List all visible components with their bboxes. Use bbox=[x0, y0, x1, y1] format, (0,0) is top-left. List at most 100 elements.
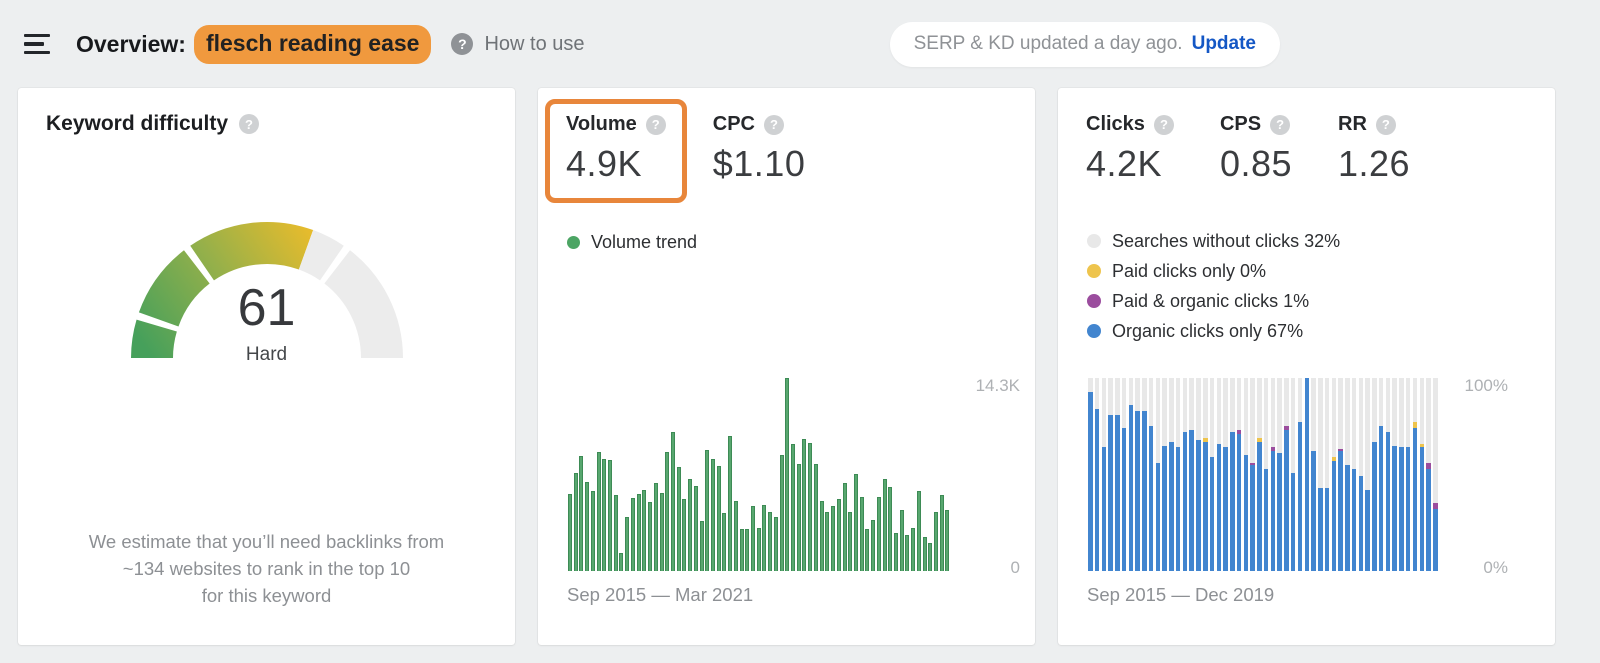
clicks-bar bbox=[1338, 378, 1343, 571]
volume-bar bbox=[579, 456, 584, 571]
kd-description: We estimate that you’ll need backlinks f… bbox=[18, 528, 515, 609]
clicks-bar bbox=[1142, 378, 1147, 571]
kd-gauge-segment bbox=[323, 250, 403, 359]
cpc-label: CPC bbox=[712, 113, 755, 135]
legend-label: Paid clicks only 0% bbox=[1112, 260, 1267, 281]
clicks-bar bbox=[1365, 378, 1370, 571]
volume-bar bbox=[596, 452, 601, 571]
clicks-bar-segment bbox=[1392, 445, 1397, 571]
clicks-bar bbox=[1257, 378, 1262, 571]
clicks-bar bbox=[1101, 378, 1107, 571]
clicks-bar-segment bbox=[1351, 468, 1357, 571]
volume-bar bbox=[636, 494, 641, 571]
clicks-bar bbox=[1196, 378, 1201, 571]
clicks-bar bbox=[1115, 378, 1120, 571]
volume-bar bbox=[905, 534, 910, 571]
clicks-bar bbox=[1284, 378, 1289, 571]
clicks-bar bbox=[1108, 378, 1113, 571]
clicks-bar-segment bbox=[1297, 422, 1303, 571]
clicks-bar-segment bbox=[1203, 437, 1208, 442]
clicks-bar bbox=[1419, 378, 1425, 571]
rr-help-icon[interactable]: ? bbox=[1375, 114, 1396, 135]
volume-bar bbox=[945, 510, 950, 571]
kd-gauge-segment bbox=[297, 230, 344, 281]
clicks-label: Clicks bbox=[1086, 113, 1145, 135]
clicks-bar-segment bbox=[1284, 430, 1289, 571]
volume-bar bbox=[728, 436, 733, 571]
cps-stat: CPS ? 0.85 bbox=[1220, 113, 1292, 185]
clicks-bar-segment bbox=[1378, 426, 1384, 571]
clicks-bar-segment bbox=[1257, 437, 1262, 442]
organic-clicks-only-dot bbox=[1087, 324, 1101, 338]
volume-bar bbox=[648, 502, 653, 571]
hamburger-menu-icon[interactable] bbox=[24, 33, 50, 55]
volume-card: Volume ? 4.9K CPC ? $1.10 Volume trend 1… bbox=[538, 88, 1035, 645]
volume-value: 4.9K bbox=[566, 143, 643, 184]
clicks-bar bbox=[1318, 378, 1323, 571]
clicks-bar-segment bbox=[1277, 453, 1282, 571]
clicks-bar-segment bbox=[1236, 433, 1242, 571]
update-button[interactable]: Update bbox=[1191, 33, 1256, 54]
clicks-breakdown-chart: 100% 0% bbox=[1088, 376, 1508, 577]
clicks-y-axis: 100% 0% bbox=[1450, 376, 1508, 577]
clicks-date-range: Sep 2015 — Dec 2019 bbox=[1087, 584, 1275, 605]
rr-stat: RR ? 1.26 bbox=[1338, 113, 1410, 185]
clicks-bar-segment bbox=[1182, 432, 1188, 571]
volume-bar bbox=[762, 504, 767, 571]
clicks-bar-segment bbox=[1263, 468, 1269, 571]
volume-annotation-box: Volume ? 4.9K bbox=[545, 99, 687, 203]
clicks-y-max-label: 100% bbox=[1464, 376, 1508, 395]
clicks-bar-segment bbox=[1230, 432, 1235, 571]
clicks-bar bbox=[1203, 378, 1208, 571]
volume-bar bbox=[722, 512, 727, 571]
clicks-bar-segment bbox=[1115, 414, 1120, 571]
volume-bar bbox=[779, 455, 784, 571]
legend-item: Paid clicks only 0% bbox=[1087, 256, 1340, 286]
clicks-bar bbox=[1399, 378, 1404, 571]
clicks-bar-segment bbox=[1128, 405, 1134, 571]
clicks-bar bbox=[1412, 378, 1418, 571]
volume-bar bbox=[768, 511, 773, 571]
clicks-bar bbox=[1250, 378, 1255, 571]
clicks-help-icon[interactable]: ? bbox=[1153, 114, 1174, 135]
clicks-bar-segment bbox=[1399, 447, 1404, 571]
clicks-bar-segment bbox=[1412, 422, 1418, 429]
clicks-bar bbox=[1385, 378, 1391, 571]
keyword-difficulty-gauge: 61 Hard bbox=[112, 206, 422, 389]
legend-item: Searches without clicks 32% bbox=[1087, 226, 1340, 256]
volume-bar bbox=[893, 533, 898, 571]
volume-bar bbox=[939, 495, 944, 571]
update-notice-text: SERP & KD updated a day ago. bbox=[913, 33, 1183, 54]
how-to-use-link[interactable]: How to use bbox=[484, 32, 585, 55]
clicks-y-min-label: 0% bbox=[1483, 558, 1508, 577]
volume-bar bbox=[630, 498, 635, 571]
cpc-help-icon[interactable]: ? bbox=[764, 114, 784, 135]
how-to-use-help-icon[interactable]: ? bbox=[451, 33, 474, 55]
clicks-bar bbox=[1270, 378, 1276, 571]
searches-without-clicks-dot bbox=[1087, 234, 1101, 248]
clicks-bar-segment bbox=[1088, 391, 1093, 571]
clicks-bar bbox=[1297, 378, 1303, 571]
kd-score-label: Hard bbox=[245, 344, 288, 365]
volume-bar bbox=[791, 444, 796, 571]
clicks-bar-segment bbox=[1121, 428, 1127, 571]
volume-help-icon[interactable]: ? bbox=[645, 114, 666, 135]
kd-description-line: We estimate that you’ll need backlinks f… bbox=[88, 531, 445, 552]
keyword-difficulty-card: Keyword difficulty ? 61 Hard We estimate… bbox=[18, 88, 515, 645]
clicks-bar bbox=[1378, 378, 1384, 571]
clicks-bar bbox=[1088, 378, 1093, 571]
volume-bar bbox=[871, 519, 876, 571]
clicks-bar bbox=[1175, 378, 1181, 571]
volume-bar bbox=[608, 460, 613, 571]
keyword-difficulty-help-icon[interactable]: ? bbox=[239, 114, 260, 134]
clicks-bar bbox=[1148, 378, 1154, 571]
cps-help-icon[interactable]: ? bbox=[1270, 114, 1291, 135]
update-status-pill: SERP & KD updated a day ago. Update bbox=[889, 21, 1280, 67]
volume-bar bbox=[859, 496, 864, 571]
clicks-bar bbox=[1230, 378, 1235, 571]
clicks-bar-segment bbox=[1108, 414, 1113, 571]
volume-bar bbox=[756, 527, 761, 571]
clicks-bar bbox=[1169, 378, 1174, 571]
legend-label: Organic clicks only 67% bbox=[1112, 320, 1304, 341]
clicks-bar bbox=[1209, 378, 1215, 571]
